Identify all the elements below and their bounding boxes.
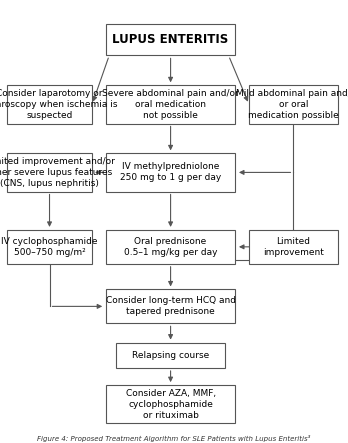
Text: LUPUS ENTERITIS: LUPUS ENTERITIS — [112, 33, 229, 46]
Text: Consider AZA, MMF,
cyclophosphamide
or rituximab: Consider AZA, MMF, cyclophosphamide or r… — [126, 389, 216, 420]
FancyBboxPatch shape — [106, 289, 235, 323]
Text: Relapsing course: Relapsing course — [132, 351, 209, 360]
Text: IV methylpredniolone
250 mg to 1 g per day: IV methylpredniolone 250 mg to 1 g per d… — [120, 163, 221, 183]
Text: Oral prednisone
0.5–1 mg/kg per day: Oral prednisone 0.5–1 mg/kg per day — [124, 237, 218, 257]
Text: IV cyclophosphamide
500–750 mg/m²: IV cyclophosphamide 500–750 mg/m² — [1, 237, 98, 257]
Text: Consider laparotomy or
laparoscopy when ischemia is
suspected: Consider laparotomy or laparoscopy when … — [0, 89, 117, 120]
Text: Figure 4: Proposed Treatment Algorithm for SLE Patients with Lupus Enteritis³: Figure 4: Proposed Treatment Algorithm f… — [37, 435, 311, 442]
Text: Mild abdominal pain and/
or oral
medication possible: Mild abdominal pain and/ or oral medicat… — [236, 89, 348, 120]
Text: Consider long-term HCQ and
tapered prednisone: Consider long-term HCQ and tapered predn… — [105, 296, 236, 316]
Text: Severe abdominal pain and/or
oral medication
not possible: Severe abdominal pain and/or oral medica… — [102, 89, 239, 120]
FancyBboxPatch shape — [106, 385, 235, 424]
FancyBboxPatch shape — [116, 342, 225, 368]
FancyBboxPatch shape — [106, 23, 235, 55]
FancyBboxPatch shape — [7, 85, 92, 124]
FancyBboxPatch shape — [7, 153, 92, 191]
FancyBboxPatch shape — [106, 230, 235, 264]
FancyBboxPatch shape — [7, 230, 92, 264]
FancyBboxPatch shape — [106, 85, 235, 124]
Text: Limited improvement and/or
other severe lupus features
(CNS, lupus nephritis): Limited improvement and/or other severe … — [0, 157, 114, 188]
FancyBboxPatch shape — [249, 230, 338, 264]
Text: Limited
improvement: Limited improvement — [263, 237, 324, 257]
FancyBboxPatch shape — [106, 153, 235, 191]
FancyBboxPatch shape — [249, 85, 338, 124]
